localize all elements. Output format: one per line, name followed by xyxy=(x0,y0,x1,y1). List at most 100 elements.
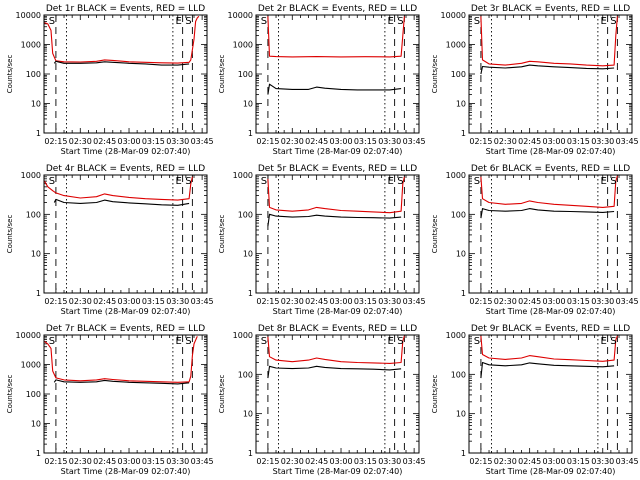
events-series-line xyxy=(267,213,402,227)
x-tick-label: 02:45 xyxy=(305,297,328,306)
x-tick-label: 03:00 xyxy=(329,297,352,306)
panel-title: Det 3r BLACK = Events, RED = LLD xyxy=(471,4,630,14)
x-axis-label: Start Time (28-Mar-09 02:07:40) xyxy=(273,307,403,316)
x-tick-label: 02:15 xyxy=(256,457,279,466)
x-tick-label: 03:45 xyxy=(191,137,214,146)
x-tick-label: 02:45 xyxy=(305,137,328,146)
x-axis-label: Start Time (28-Mar-09 02:07:40) xyxy=(61,307,191,316)
panel-title: Det 6r BLACK = Events, RED = LLD xyxy=(471,164,630,174)
x-tick-label: 03:00 xyxy=(542,137,565,146)
y-tick-label: 100 xyxy=(451,210,466,219)
y-tick-label: 10 xyxy=(243,250,253,259)
y-tick-label: 10000 xyxy=(228,11,253,20)
y-tick-label: 10 xyxy=(31,420,41,429)
y-tick-label: 100 xyxy=(26,210,41,219)
x-tick-label: 02:15 xyxy=(44,457,67,466)
plot-frame xyxy=(255,334,420,454)
y-tick-label: 1 xyxy=(248,129,253,138)
x-tick-label: 02:45 xyxy=(518,137,541,146)
x-tick-label: 02:30 xyxy=(69,457,92,466)
marker-label: E xyxy=(600,336,606,347)
x-tick-label: 03:15 xyxy=(567,457,590,466)
y-tick-label: 10 xyxy=(456,410,466,419)
marker-label: S xyxy=(49,176,55,187)
x-axis-label: Start Time (28-Mar-09 02:07:40) xyxy=(486,467,616,476)
y-axis-label: Counts/sec xyxy=(218,55,226,94)
marker-label: E xyxy=(600,176,606,187)
y-tick-label: 1000 xyxy=(233,171,253,180)
lld-series-line xyxy=(267,176,405,214)
lld-series-line xyxy=(44,176,193,201)
x-tick-label: 02:30 xyxy=(494,137,517,146)
x-tick-label: 02:45 xyxy=(305,457,328,466)
y-tick-label: 10 xyxy=(243,100,253,109)
y-tick-label: 1000 xyxy=(446,171,466,180)
x-tick-label: 02:30 xyxy=(494,297,517,306)
plot-frame xyxy=(43,174,208,294)
plot-frame xyxy=(43,14,208,134)
marker-label: S xyxy=(397,336,403,347)
x-tick-label: 03:00 xyxy=(542,457,565,466)
x-axis-label: Start Time (28-Mar-09 02:07:40) xyxy=(273,467,403,476)
detector-panel: Det 9r BLACK = Events, RED = LLD Counts/s… xyxy=(431,324,639,476)
y-tick-label: 10 xyxy=(243,410,253,419)
x-tick-label: 02:45 xyxy=(518,297,541,306)
x-tick-label: 03:00 xyxy=(117,457,140,466)
y-tick-label: 10 xyxy=(456,250,466,259)
y-tick-label: 1000 xyxy=(446,41,466,50)
lld-series-line xyxy=(480,335,618,362)
x-tick-label: 03:30 xyxy=(166,457,189,466)
y-tick-label: 100 xyxy=(238,370,253,379)
y-tick-label: 1 xyxy=(461,289,466,298)
marker-label: E xyxy=(387,176,393,187)
detector-panel: Det 2r BLACK = Events, RED = LLD Counts/s… xyxy=(218,4,426,156)
x-tick-label: 02:30 xyxy=(281,457,304,466)
y-tick-label: 1 xyxy=(36,129,41,138)
x-tick-label: 02:30 xyxy=(281,137,304,146)
y-tick-label: 1 xyxy=(36,449,41,458)
y-tick-label: 1 xyxy=(36,289,41,298)
detector-panel: Det 4r BLACK = Events, RED = LLD Counts/s… xyxy=(6,164,214,316)
marker-label: S xyxy=(397,176,403,187)
x-tick-label: 03:45 xyxy=(616,457,639,466)
marker-label: E xyxy=(387,16,393,27)
lld-series-line xyxy=(267,335,405,364)
x-tick-label: 03:00 xyxy=(117,137,140,146)
x-tick-label: 03:30 xyxy=(166,297,189,306)
marker-label: S xyxy=(261,176,267,187)
plot-frame xyxy=(255,14,420,134)
detector-panel: Det 3r BLACK = Events, RED = LLD Counts/s… xyxy=(431,4,639,156)
events-series-line xyxy=(267,83,402,95)
y-axis-label: Counts/sec xyxy=(218,215,226,254)
lld-series-line xyxy=(267,16,405,58)
x-tick-label: 02:15 xyxy=(256,297,279,306)
detector-panel: Det 8r BLACK = Events, RED = LLD Counts/s… xyxy=(218,324,426,476)
x-tick-label: 03:30 xyxy=(591,297,614,306)
y-axis-label: Counts/sec xyxy=(431,375,439,414)
y-tick-label: 10000 xyxy=(16,331,41,340)
x-tick-label: 02:30 xyxy=(69,297,92,306)
x-tick-label: 03:00 xyxy=(117,297,140,306)
y-tick-label: 1 xyxy=(248,449,253,458)
y-tick-label: 1000 xyxy=(446,331,466,340)
events-series-line xyxy=(53,379,190,385)
marker-label: E xyxy=(175,16,181,27)
y-tick-label: 100 xyxy=(451,70,466,79)
x-tick-label: 03:45 xyxy=(616,137,639,146)
marker-label: S xyxy=(474,16,480,27)
x-tick-label: 03:15 xyxy=(142,137,165,146)
y-tick-label: 1000 xyxy=(21,361,41,370)
marker-label: S xyxy=(49,16,55,27)
y-tick-label: 1 xyxy=(248,289,253,298)
events-series-line xyxy=(480,64,615,75)
x-tick-label: 03:00 xyxy=(329,137,352,146)
plot-frame xyxy=(468,14,633,134)
y-tick-label: 10 xyxy=(31,250,41,259)
x-tick-label: 02:15 xyxy=(469,297,492,306)
x-tick-label: 03:15 xyxy=(567,137,590,146)
x-tick-label: 03:30 xyxy=(591,457,614,466)
x-tick-label: 02:15 xyxy=(469,457,492,466)
y-tick-label: 100 xyxy=(451,370,466,379)
x-tick-label: 02:15 xyxy=(44,137,67,146)
